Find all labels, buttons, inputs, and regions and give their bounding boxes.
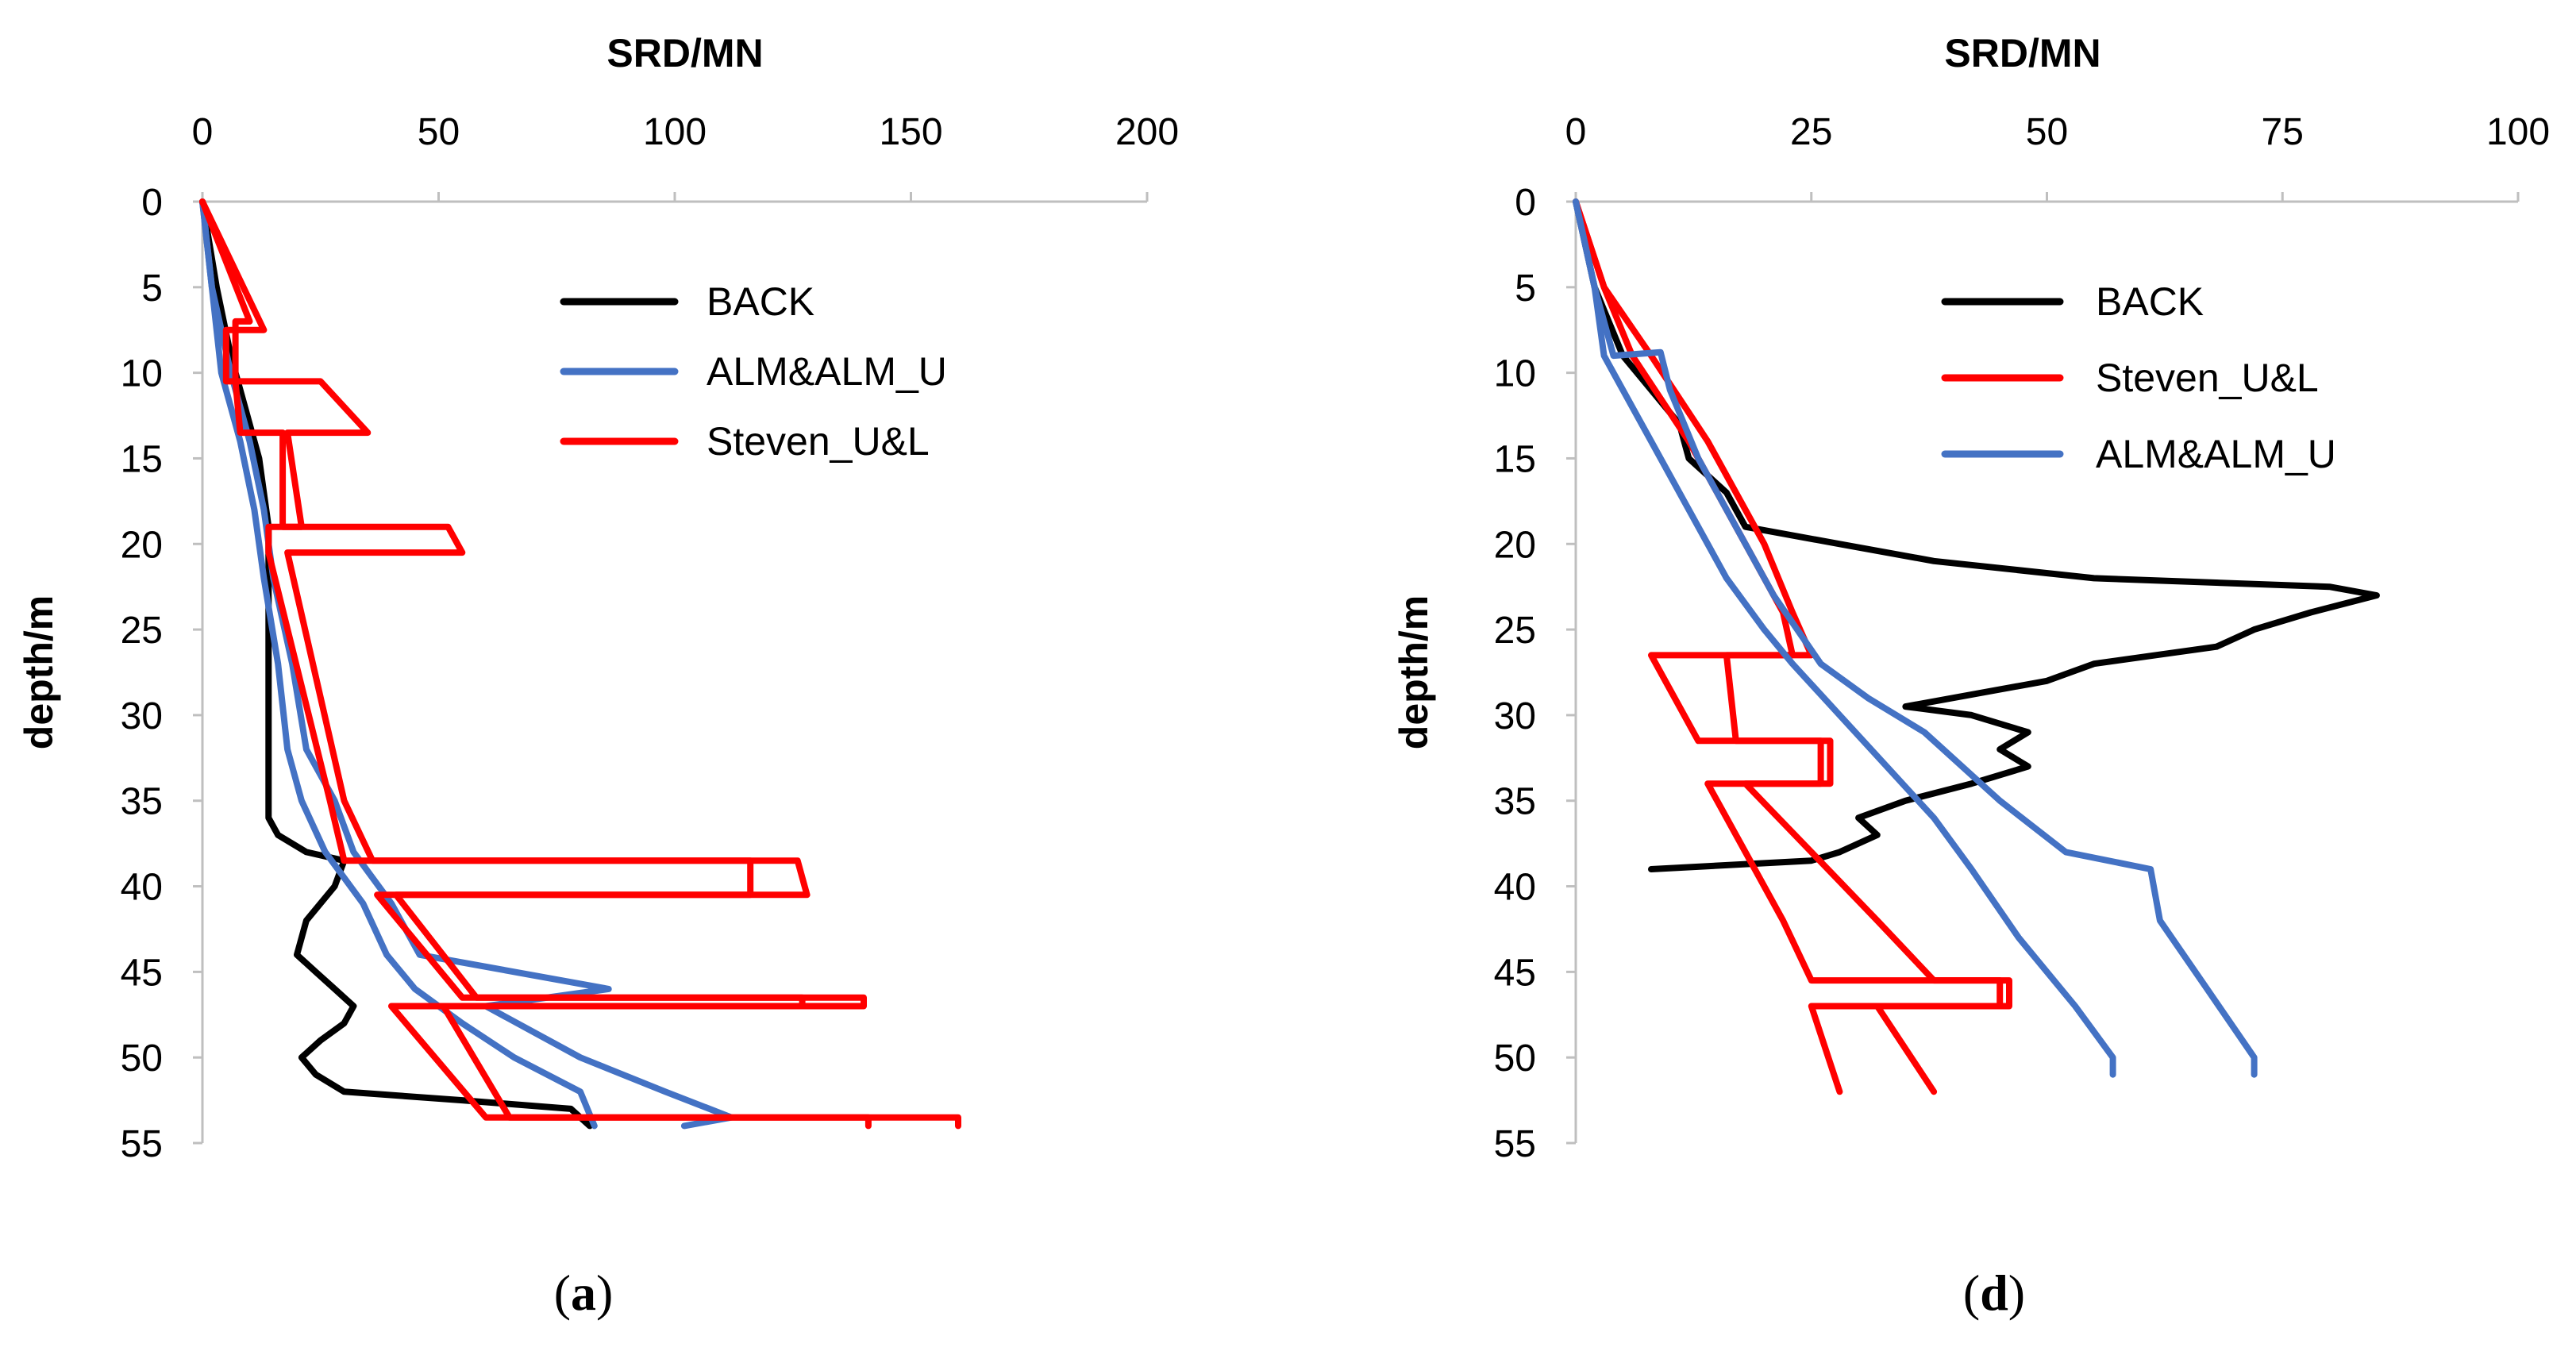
y-tick-label: 15: [121, 438, 163, 480]
x-tick-label: 50: [418, 111, 460, 153]
chart-d: SRD/MN 0 25 50 75 100 0 5 10 15 20 25 30 35 40 45 50 55 de…: [1392, 31, 2550, 1321]
y-tick-label: 20: [121, 524, 163, 566]
y-tick-label: 55: [1494, 1123, 1536, 1165]
chart-a: SRD/MN 0 50 100 150 200 0 5 10 15 20 25 30 35 40 45 50 55…: [17, 31, 1179, 1321]
panel-label: a: [571, 1265, 596, 1321]
legend-label-alm-alm-u: ALM&ALM_U: [707, 349, 947, 394]
series-line-steven-u-l-upper: [1573, 198, 2012, 1095]
y-axis-label: depth/m: [1392, 595, 1436, 749]
y-tick-label: 25: [1494, 610, 1536, 652]
series-line-back: [199, 198, 593, 1130]
panel-caption: (d): [1963, 1265, 2025, 1321]
chart-title: SRD/MN: [606, 31, 763, 75]
y-tick-label: 50: [1494, 1037, 1536, 1080]
x-tick-label: 150: [879, 111, 942, 153]
series-line-alm-alm-u-lower: [1573, 198, 2116, 1078]
legend-label-steven-u-l: Steven_U&L: [2096, 356, 2319, 400]
y-axis-label: depth/m: [17, 595, 61, 749]
y-tick-label: 5: [141, 268, 163, 310]
y-tick-label: 0: [1515, 182, 1536, 224]
y-tick-label: 10: [1494, 353, 1536, 395]
legend-label-steven-u-l: Steven_U&L: [707, 419, 930, 464]
y-tick-label: 45: [1494, 952, 1536, 994]
series-line-steven-u-l-upper: [199, 198, 961, 1130]
series-line-alm-alm-u-lower: [199, 198, 598, 1130]
panel-caption: (a): [554, 1265, 614, 1321]
legend-label-alm-alm-u: ALM&ALM_U: [2096, 432, 2336, 476]
y-tick-label: 20: [1494, 524, 1536, 566]
y-tick-label: 50: [121, 1037, 163, 1080]
legend-label-back: BACK: [2096, 279, 2204, 324]
y-tick-label: 35: [121, 781, 163, 823]
y-tick-label: 30: [121, 695, 163, 737]
y-tick-label: 30: [1494, 695, 1536, 737]
x-tick-label: 100: [643, 111, 707, 153]
y-tick-label: 55: [121, 1123, 163, 1165]
y-tick-label: 0: [141, 182, 163, 224]
x-tick-label: 0: [192, 111, 214, 153]
x-tick-label: 25: [1790, 111, 1832, 153]
y-tick-label: 40: [1494, 867, 1536, 909]
panel-label: d: [1980, 1265, 2008, 1321]
y-tick-label: 10: [121, 353, 163, 395]
x-tick-label: 200: [1115, 111, 1179, 153]
x-tick-label: 0: [1565, 111, 1587, 153]
y-tick-label: 25: [121, 610, 163, 652]
y-tick-label: 35: [1494, 781, 1536, 823]
y-tick-label: 5: [1515, 268, 1536, 310]
x-tick-label: 50: [2026, 111, 2068, 153]
x-tick-label: 100: [2486, 111, 2550, 153]
series-line-back: [1573, 198, 2380, 872]
y-tick-label: 45: [121, 952, 163, 994]
series-line-alm-alm-u-upper: [1573, 198, 2258, 1078]
legend-label-back: BACK: [707, 279, 814, 324]
y-tick-label: 15: [1494, 438, 1536, 480]
chart-title: SRD/MN: [1944, 31, 2100, 75]
y-tick-label: 40: [121, 867, 163, 909]
x-tick-label: 75: [2262, 111, 2304, 153]
